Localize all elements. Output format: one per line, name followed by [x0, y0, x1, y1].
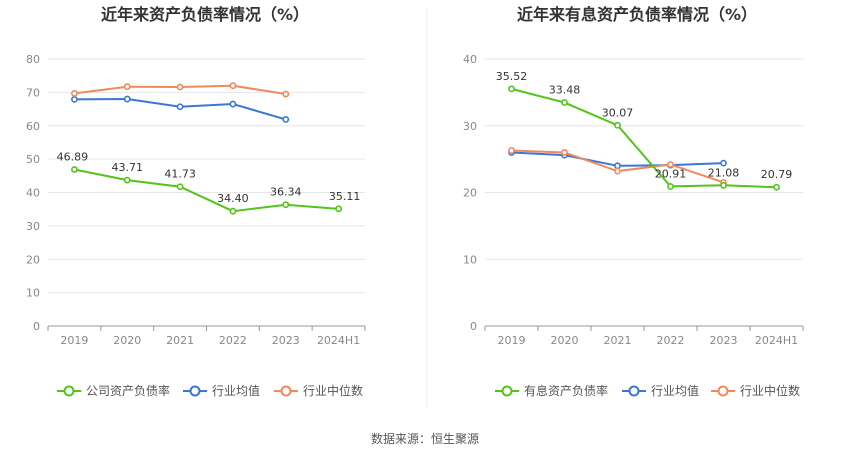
- legend-marker: [628, 385, 640, 397]
- y-tick-label: 0: [33, 320, 40, 333]
- data-point: [508, 147, 515, 154]
- y-tick-label: 20: [463, 187, 477, 200]
- data-label: 35.52: [496, 70, 528, 83]
- x-tick-label: 2021: [166, 334, 194, 347]
- data-point: [282, 116, 290, 123]
- legend-label: 行业均值: [212, 383, 260, 398]
- data-label: 34.40: [217, 192, 249, 205]
- legend-marker: [280, 385, 292, 397]
- data-point: [720, 159, 727, 167]
- data-point: [229, 82, 237, 90]
- x-tick-label: 2023: [710, 334, 738, 347]
- y-tick-label: 10: [26, 287, 40, 300]
- data-label: 20.79: [761, 168, 793, 181]
- y-tick-label: 80: [26, 53, 40, 66]
- y-tick-label: 30: [463, 120, 477, 133]
- legend-item[interactable]: 行业均值: [622, 383, 699, 398]
- x-tick-label: 2022: [657, 334, 685, 347]
- y-tick-label: 70: [26, 86, 40, 99]
- legend-item[interactable]: 有息资产负债率: [495, 383, 608, 398]
- y-tick-label: 10: [463, 253, 477, 266]
- data-point: [720, 181, 727, 189]
- data-point: [282, 201, 290, 209]
- legend-marker: [189, 385, 201, 397]
- legend-marker: [501, 385, 513, 397]
- data-point: [123, 176, 131, 184]
- legend-marker: [63, 385, 75, 397]
- x-tick-label: 2023: [272, 334, 300, 347]
- data-point: [176, 183, 184, 191]
- data-point: [229, 207, 237, 215]
- data-point: [71, 89, 78, 97]
- y-tick-label: 40: [463, 53, 477, 66]
- legend-label: 有息资产负债率: [524, 383, 608, 398]
- legend-label: 公司资产负债率: [86, 383, 170, 398]
- data-point: [71, 166, 78, 173]
- data-point: [335, 205, 342, 213]
- legend-label: 行业均值: [651, 383, 699, 398]
- data-point: [561, 99, 568, 106]
- legend-label: 行业中位数: [303, 383, 363, 398]
- y-tick-label: 0: [470, 320, 477, 333]
- source-label: 数据来源：恒生聚源: [371, 431, 479, 446]
- x-tick-label: 2022: [219, 334, 247, 347]
- chart-panel-interest-bearing-debt-ratio: 近年来有息资产负债率情况（%） 0 10 20 30 40 2019 2020 2021 2022…: [463, 5, 804, 398]
- y-tick-label: 50: [26, 153, 40, 166]
- legend-item[interactable]: 公司资产负债率: [57, 383, 170, 398]
- y-tick-label: 30: [26, 220, 40, 233]
- data-point: [667, 183, 674, 190]
- y-tick-label: 40: [26, 187, 40, 200]
- series-line: [511, 87, 777, 189]
- legend-marker: [717, 385, 729, 397]
- data-label: 43.71: [112, 161, 144, 174]
- data-point: [561, 149, 568, 156]
- x-tick-label: 2024H1: [755, 334, 798, 347]
- data-point: [176, 103, 184, 111]
- legend-item[interactable]: 行业均值: [183, 383, 260, 398]
- x-tick-label: 2019: [498, 334, 526, 347]
- data-point: [614, 121, 621, 129]
- x-tick-label: 2020: [551, 334, 579, 347]
- chart-panel-debt-ratio: 近年来资产负债率情况（%） 0 10 20 30 40 50 60 70 80 2019 2020 20…: [26, 5, 366, 398]
- data-point: [282, 90, 290, 98]
- data-point: [229, 100, 237, 108]
- data-point: [123, 83, 131, 91]
- legend-label: 行业中位数: [740, 383, 800, 398]
- data-point: [508, 85, 515, 93]
- data-label: 30.07: [602, 106, 634, 119]
- legend-item[interactable]: 行业中位数: [274, 383, 363, 398]
- data-label: 33.48: [549, 84, 581, 97]
- x-tick-label: 2024H1: [317, 334, 360, 347]
- series-line: [74, 168, 339, 213]
- data-point: [123, 95, 131, 103]
- x-tick-label: 2021: [604, 334, 632, 347]
- data-point: [71, 95, 78, 103]
- data-label: 21.08: [708, 166, 740, 179]
- data-label: 35.11: [329, 190, 361, 203]
- y-tick-label: 20: [26, 253, 40, 266]
- data-label: 36.34: [270, 186, 302, 199]
- chart-title: 近年来有息资产负债率情况（%）: [517, 5, 757, 24]
- data-point: [614, 167, 621, 175]
- data-label: 41.73: [164, 168, 196, 181]
- data-label: 46.89: [57, 151, 89, 164]
- y-tick-label: 60: [26, 120, 40, 133]
- data-point: [614, 162, 621, 170]
- data-point: [667, 161, 674, 168]
- legend-item[interactable]: 行业中位数: [711, 383, 800, 398]
- x-tick-label: 2020: [113, 334, 141, 347]
- x-tick-label: 2019: [60, 334, 88, 347]
- chart-title: 近年来资产负债率情况（%）: [101, 5, 309, 24]
- data-point: [773, 183, 780, 191]
- data-point: [176, 83, 184, 91]
- data-label: 20.91: [655, 167, 687, 180]
